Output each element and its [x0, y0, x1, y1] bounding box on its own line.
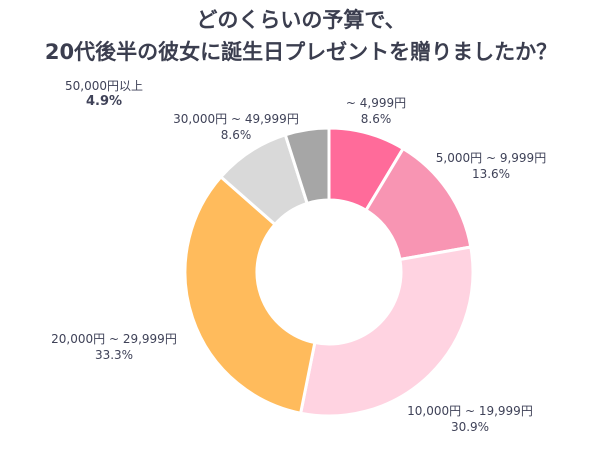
value-label: 8.6% [220, 128, 252, 142]
value-label: 13.6% [471, 167, 511, 181]
slice-20000-29999 [183, 174, 317, 415]
category-label: 50,000円以上 [65, 79, 143, 93]
slice-label-10000-19999: 10,000円 ~ 19,999円 30.9% [394, 403, 546, 435]
chart-title-line-2: 20代後半の彼女に誕生日プレゼントを贈りましたか？ [44, 40, 558, 64]
slice-label-30000-49999: 30,000円 ~ 49,999円 8.6% [160, 111, 312, 143]
category-label: ~ 4,999円 [345, 96, 407, 110]
slice-label-under-5000: ~ 4,999円 8.6% [333, 95, 419, 127]
category-label: 5,000円 ~ 9,999円 [435, 151, 547, 165]
slice-label-5000-9999: 5,000円 ~ 9,999円 13.6% [426, 150, 556, 182]
value-label: 4.9% [85, 94, 123, 109]
value-label: 30.9% [450, 420, 490, 434]
chart-title-line-1: どのくらいの予算で、 [196, 8, 406, 32]
category-label: 30,000円 ~ 49,999円 [173, 112, 299, 126]
slice-over-50000 [283, 126, 331, 206]
value-label: 8.6% [360, 112, 392, 126]
category-label: 10,000円 ~ 19,999円 [407, 404, 533, 418]
slice-label-20000-29999: 20,000円 ~ 29,999円 33.3% [38, 331, 190, 363]
value-label: 33.3% [94, 348, 134, 362]
slice-label-over-50000: 50,000円以上 4.9% [56, 78, 152, 110]
slice-10000-19999 [298, 245, 475, 418]
category-label: 20,000円 ~ 29,999円 [51, 332, 177, 346]
